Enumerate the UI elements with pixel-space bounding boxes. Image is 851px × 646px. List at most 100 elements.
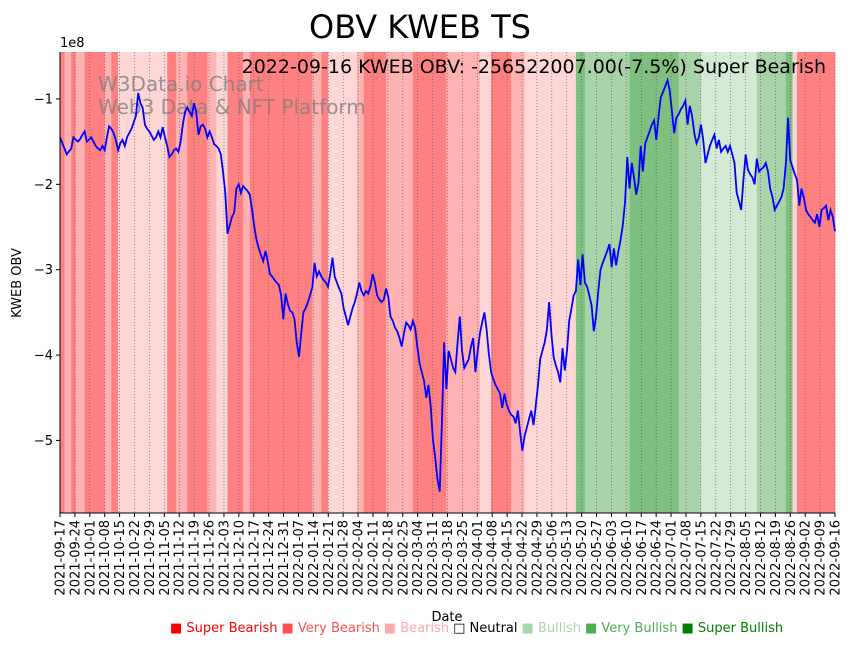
legend-swatch: ■ — [281, 621, 298, 636]
sentiment-band — [207, 52, 217, 513]
sentiment-band — [785, 52, 793, 513]
sentiment-band — [491, 52, 512, 513]
sentiment-band — [678, 52, 702, 513]
x-tick-label: 2022-04-15 — [501, 520, 516, 596]
x-tick-label: 2021-12-31 — [277, 520, 292, 596]
x-tick-label: 2022-01-28 — [337, 520, 352, 596]
x-tick-label: 2021-10-29 — [143, 520, 158, 596]
x-tick-label: 2022-08-12 — [754, 520, 769, 596]
legend-swatch: ■ — [681, 621, 698, 636]
sentiment-band — [187, 52, 208, 513]
legend-label: Very Bearish — [297, 621, 380, 636]
sentiment-band — [118, 52, 168, 513]
x-tick-label: 2022-03-04 — [411, 520, 426, 596]
legend-item: ■ Very Bearish — [282, 621, 380, 636]
x-tick-label: 2022-06-03 — [605, 520, 620, 596]
x-tick-label: 2021-11-12 — [173, 520, 188, 596]
sentiment-band — [756, 52, 787, 513]
sentiment-band — [104, 52, 112, 513]
x-tick-label: 2022-06-17 — [635, 520, 650, 596]
legend-item: □ Neutral — [453, 621, 517, 636]
legend-swatch: □ — [453, 621, 470, 636]
x-tick-label: 2022-06-10 — [620, 520, 635, 596]
x-tick-label: 2022-05-20 — [575, 520, 590, 596]
x-tick-label: 2021-11-05 — [158, 520, 173, 596]
x-tick-label: 2022-03-25 — [456, 520, 471, 596]
x-tick-label: 2022-09-02 — [799, 520, 814, 596]
axes: −1 −2 −3 −4 −5 2021-09-17 2021-09-24 2021-10-01… — [34, 52, 844, 596]
chart-subtitle: 2022-09-16 KWEB OBV: -256522007.00(-7.5%… — [242, 56, 826, 78]
x-tick-label: 2021-12-10 — [232, 520, 247, 596]
x-tick-label: 2021-10-01 — [83, 520, 98, 596]
y-tick-label: −5 — [34, 434, 53, 449]
x-tick-label: 2022-02-25 — [396, 520, 411, 596]
x-tick-label: 2021-09-17 — [54, 520, 69, 596]
sentiment-band — [797, 52, 836, 513]
obv-series-line — [59, 77, 836, 492]
x-tick-label: 2022-02-04 — [352, 520, 367, 596]
sentiment-band — [71, 52, 76, 513]
x-tick-label: 2022-01-07 — [292, 520, 307, 596]
x-tick-label: 2022-07-08 — [679, 520, 694, 596]
x-gridlines — [59, 52, 836, 513]
x-tick-label: 2022-03-11 — [426, 520, 441, 596]
sentiment-band — [249, 52, 313, 513]
x-tick-label: 2022-05-27 — [590, 520, 605, 596]
legend: ■ Super Bearish ■ Very Bearish ■ Bearish □ … — [170, 621, 787, 636]
x-tick-label: 2021-10-15 — [113, 520, 128, 596]
legend-item: ■ Super Bearish — [170, 621, 278, 636]
sentiment-bands — [60, 52, 836, 513]
legend-label: Super Bearish — [186, 621, 278, 636]
sentiment-band — [312, 52, 322, 513]
sentiment-band — [792, 52, 798, 513]
x-tick-label: 2022-08-05 — [739, 520, 754, 596]
x-tick-label: 2021-11-19 — [188, 520, 203, 596]
plot-area: W3Data.io Chart Web3 Data & NFT Platform… — [59, 52, 836, 513]
sentiment-band — [243, 52, 251, 513]
legend-swatch: ■ — [584, 621, 602, 636]
x-axis-label: Date — [431, 610, 462, 625]
sentiment-band — [524, 52, 577, 513]
x-tick-label: 2021-11-26 — [203, 520, 218, 596]
y-tick-label: −1 — [34, 92, 53, 107]
x-tick-label: 2022-01-14 — [307, 520, 322, 596]
x-tick-label: 2022-09-16 — [829, 520, 844, 596]
x-tick-label: 2022-02-18 — [381, 520, 396, 596]
y-axis-label: KWEB OBV — [10, 248, 25, 318]
x-tick-label: 2021-12-17 — [247, 520, 262, 596]
y-tick-label: −4 — [34, 349, 53, 364]
x-tick-label: 2022-04-01 — [471, 520, 486, 596]
sentiment-band — [75, 52, 85, 513]
x-tick-label: 2022-07-22 — [709, 520, 724, 596]
x-tick-label: 2022-06-24 — [650, 520, 665, 596]
chart-title: OBV KWEB TS — [309, 8, 531, 46]
sentiment-band — [700, 52, 758, 513]
x-tick-label: 2022-04-22 — [516, 520, 531, 596]
legend-item: ■ Bullish — [522, 621, 581, 636]
x-tick-label: 2022-04-08 — [486, 520, 501, 596]
sentiment-band — [511, 52, 525, 513]
x-tick-label: 2022-02-11 — [366, 520, 381, 596]
x-tick-label: 2022-08-26 — [784, 520, 799, 596]
legend-label: Very Bullish — [601, 621, 678, 636]
y-tick-label: −3 — [34, 263, 53, 278]
sentiment-band — [386, 52, 414, 513]
x-tick-label: 2022-04-29 — [530, 520, 545, 596]
x-tick-label: 2022-03-18 — [441, 520, 456, 596]
legend-label: Bullish — [537, 621, 581, 636]
legend-label: Neutral — [469, 621, 518, 636]
sentiment-band — [167, 52, 177, 513]
sentiment-band — [111, 52, 119, 513]
x-tick-label: 2022-07-15 — [694, 520, 709, 596]
sentiment-band — [64, 52, 72, 513]
x-tick-label: 2022-08-19 — [769, 520, 784, 596]
sentiment-band — [357, 52, 365, 513]
legend-item: ■ Very Bullish — [585, 621, 677, 636]
sentiment-band — [216, 52, 228, 513]
sentiment-band — [60, 52, 65, 513]
sentiment-band — [176, 52, 188, 513]
sentiment-band — [584, 52, 630, 513]
legend-swatch: ■ — [383, 621, 401, 636]
x-tick-label: 2021-10-08 — [98, 520, 113, 596]
